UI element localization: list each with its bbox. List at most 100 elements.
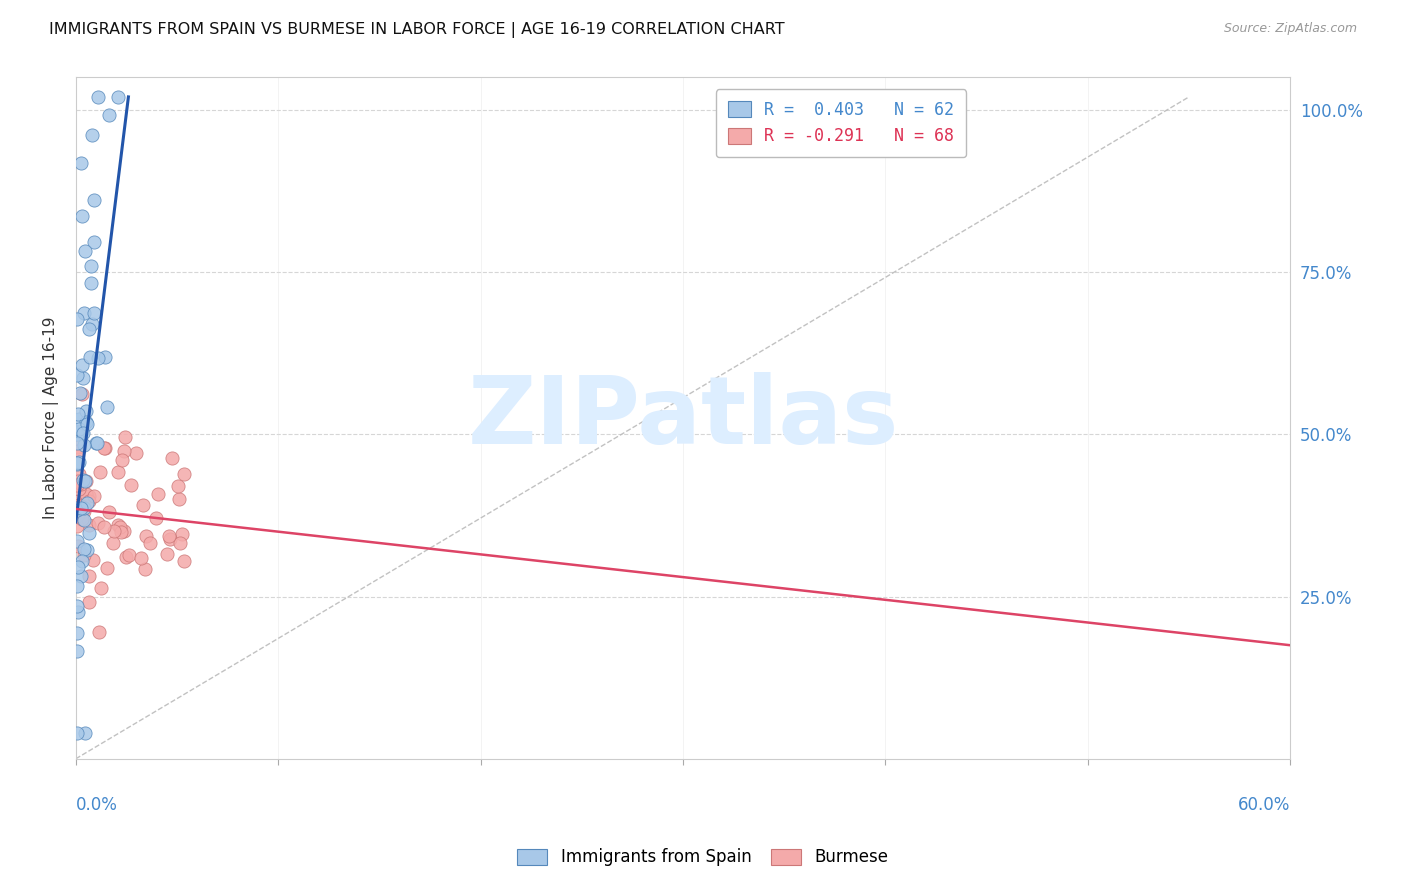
Point (72, 554, 94, 568)
Point (70, 210, 93, 224)
Point (120, 477, 142, 491)
Point (77, 569, 100, 583)
Point (101, 536, 124, 550)
Point (66, 533, 89, 548)
Point (160, 450, 183, 465)
Point (112, 524, 135, 538)
Point (145, 511, 167, 525)
Point (90, 581, 112, 595)
Point (87, 90, 110, 104)
Point (67, 422, 90, 436)
Point (134, 562, 156, 576)
Point (156, 547, 179, 561)
Point (72, 473, 94, 487)
Point (75, 404, 97, 418)
Point (66, 726, 89, 740)
Text: IMMIGRANTS FROM SPAIN VS BURMESE IN LABOR FORCE | AGE 16-19 CORRELATION CHART: IMMIGRANTS FROM SPAIN VS BURMESE IN LABO… (49, 22, 785, 38)
Y-axis label: In Labor Force | Age 16-19: In Labor Force | Age 16-19 (44, 317, 59, 519)
Point (73, 541, 96, 556)
Point (80, 259, 103, 273)
Point (83, 235, 105, 250)
Point (103, 524, 125, 538)
Text: ZIPatlas: ZIPatlas (467, 372, 898, 464)
Point (73, 726, 96, 740)
Point (75, 474, 97, 488)
Point (70, 568, 93, 582)
Point (73, 306, 96, 320)
Point (75, 487, 97, 501)
Point (73, 244, 96, 259)
Point (66, 311, 89, 326)
Point (173, 554, 195, 568)
Point (77, 489, 100, 503)
Point (89, 625, 111, 640)
Point (66, 644, 89, 658)
Point (167, 491, 190, 506)
Point (93, 520, 115, 534)
Point (70, 156, 93, 170)
Point (86, 436, 108, 450)
Text: 60.0%: 60.0% (1237, 797, 1291, 814)
Point (77, 595, 100, 609)
Point (77, 493, 100, 508)
Point (67, 444, 90, 458)
Point (66, 560, 89, 574)
Point (94, 350, 117, 364)
Point (67, 455, 90, 469)
Point (66, 436, 89, 450)
Point (173, 467, 195, 481)
Point (83, 306, 105, 320)
Point (110, 453, 132, 467)
Point (76, 543, 98, 558)
Point (72, 387, 94, 401)
Point (94, 442, 117, 456)
Point (114, 550, 136, 565)
Point (67, 482, 90, 496)
Point (67, 440, 90, 454)
Point (112, 444, 135, 458)
Point (66, 599, 89, 613)
Point (166, 478, 188, 492)
Text: 0.0%: 0.0% (76, 797, 118, 814)
Point (107, 90, 129, 104)
Point (83, 489, 105, 503)
Point (67, 412, 90, 426)
Point (66, 502, 89, 516)
Point (148, 487, 170, 501)
Point (89, 465, 111, 479)
Point (114, 430, 136, 444)
Point (135, 529, 157, 543)
Point (97, 108, 120, 122)
Point (80, 318, 103, 332)
Point (73, 500, 96, 515)
Point (67, 474, 90, 488)
Point (79, 350, 101, 364)
Point (69, 501, 91, 516)
Point (139, 536, 162, 550)
Point (77, 526, 100, 541)
Point (159, 532, 181, 546)
Point (66, 494, 89, 508)
Point (73, 474, 96, 488)
Point (117, 548, 139, 562)
Point (69, 385, 91, 400)
Point (66, 456, 89, 470)
Point (66, 539, 89, 553)
Point (66, 509, 89, 524)
Point (76, 417, 98, 431)
Point (83, 193, 105, 207)
Point (108, 520, 131, 534)
Point (66, 426, 89, 441)
Point (110, 524, 132, 539)
Point (93, 442, 115, 456)
Point (82, 552, 104, 566)
Legend: Immigrants from Spain, Burmese: Immigrants from Spain, Burmese (510, 842, 896, 873)
Point (66, 500, 89, 515)
Legend: R =  0.403   N = 62, R = -0.291   N = 68: R = 0.403 N = 62, R = -0.291 N = 68 (716, 89, 966, 157)
Point (125, 446, 148, 460)
Point (66, 579, 89, 593)
Point (86, 516, 108, 531)
Point (107, 465, 129, 479)
Point (69, 510, 91, 524)
Point (66, 605, 89, 619)
